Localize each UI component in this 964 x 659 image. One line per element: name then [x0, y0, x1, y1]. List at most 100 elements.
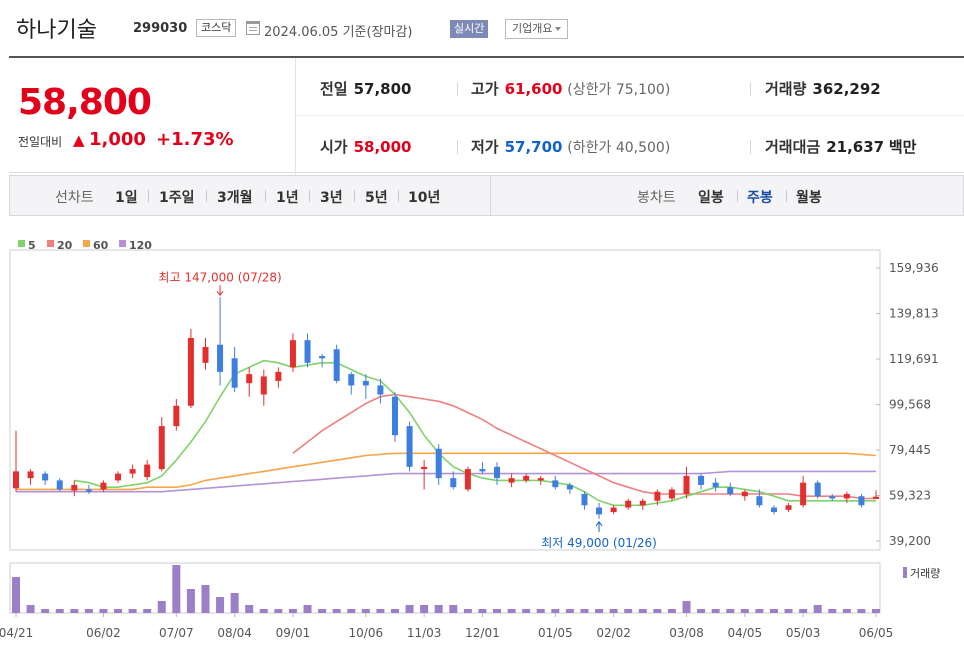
candle-body [13, 471, 19, 489]
candle-body [873, 496, 879, 499]
legend-swatch [119, 240, 126, 247]
period-1d[interactable]: 1일 [115, 190, 138, 206]
volume-bar [551, 609, 560, 613]
volume-bar [740, 609, 749, 613]
candle-body [464, 469, 471, 490]
volume-bar [26, 605, 35, 613]
candle-body [756, 496, 763, 506]
period-10y[interactable]: 10년 [408, 190, 441, 206]
candle-body [785, 505, 792, 510]
low-annotation: 최저 49,000 (01/26) [541, 536, 657, 550]
candle-daily[interactable]: 일봉 [698, 190, 724, 206]
candle-body [800, 482, 807, 506]
volume-bar [41, 609, 50, 613]
volume-bar [201, 585, 210, 613]
candle-body [362, 380, 369, 386]
volume-bar [12, 577, 20, 613]
candle-body [523, 475, 530, 481]
x-tick-label: 04/05 [728, 626, 763, 640]
x-tick-label: 11/03 [407, 626, 442, 640]
volume-bar [274, 609, 283, 613]
change-label: 전일대비 [18, 135, 63, 149]
volume-bar [390, 609, 399, 613]
change-value: 1,000 [89, 129, 146, 150]
volume-bar [799, 609, 808, 613]
volume-bar [813, 605, 822, 613]
volume-bar [872, 609, 880, 613]
volume-legend-swatch [903, 567, 907, 578]
volume-bar [376, 609, 385, 613]
divider [206, 190, 207, 202]
volume-bar [55, 609, 64, 613]
candle-body [610, 507, 617, 513]
candle-body [727, 487, 734, 494]
divider [295, 58, 296, 175]
candle-chart-label: 봉차트 [637, 190, 676, 206]
divider [457, 82, 458, 96]
x-tick-label: 05/03 [786, 626, 821, 640]
divider [354, 190, 355, 202]
candle-body [144, 464, 151, 478]
stock-name: 하나기술 [16, 18, 97, 43]
volume-legend-label: 거래량 [910, 567, 940, 580]
stock-code: 299030 [133, 21, 188, 36]
volume-bar [114, 609, 123, 613]
candle-body [85, 489, 92, 492]
divider [750, 82, 751, 96]
candle-body [566, 484, 573, 490]
period-5y[interactable]: 5년 [365, 190, 388, 206]
y-tick-label: 139,813 [889, 307, 939, 321]
candle-body [391, 396, 398, 436]
divider [398, 190, 399, 202]
candle-body [537, 478, 544, 481]
market-badge: 코스닥 [196, 19, 237, 37]
candle-body [843, 493, 850, 499]
amount-unit: 백만 [888, 138, 917, 156]
candle-body [741, 491, 748, 497]
volume-bar [609, 609, 618, 613]
candle-body [654, 491, 661, 501]
candle-body [712, 482, 719, 488]
candle-body [202, 346, 209, 363]
candle-body [814, 482, 821, 497]
realtime-button[interactable]: 실시간 [450, 20, 489, 38]
day-low: 저가 57,700 (하한가 40,500) [471, 136, 670, 157]
trade-amount: 거래대금 21,637 백만 [765, 136, 916, 157]
volume-bar [318, 609, 327, 613]
volume-bar [755, 609, 764, 613]
x-tick-label: 12/01 [465, 626, 500, 640]
low-value: 57,700 [504, 138, 563, 156]
line-chart-label: 선차트 [55, 190, 94, 206]
candle-weekly[interactable]: 주봉 [747, 190, 773, 206]
divider [296, 115, 964, 116]
volume-bar [697, 609, 706, 613]
candle-body [683, 475, 690, 494]
volume-bar [157, 601, 166, 613]
volume-bar [303, 605, 312, 613]
legend-swatch [47, 240, 54, 247]
volume-bar [216, 597, 225, 613]
period-1w[interactable]: 1주일 [159, 190, 195, 206]
x-tick-label: 06/05 [859, 626, 894, 640]
period-3y[interactable]: 3년 [320, 190, 343, 206]
candle-body [858, 496, 865, 506]
chevron-down-icon [555, 27, 562, 31]
x-tick-label: 10/06 [349, 626, 384, 640]
candle-monthly[interactable]: 월봉 [796, 190, 822, 206]
x-tick-label: 02/02 [596, 626, 631, 640]
company-overview-dropdown[interactable]: 기업개요 [505, 19, 569, 39]
volume-bar [784, 609, 793, 613]
high-label: 고가 [471, 80, 499, 98]
plot-frame [9, 249, 881, 551]
volume-label: 거래량 [765, 80, 807, 98]
period-1y[interactable]: 1년 [276, 190, 299, 206]
period-3m[interactable]: 3개월 [217, 190, 253, 206]
prev-close-value: 57,800 [353, 80, 412, 98]
y-tick-label: 99,568 [889, 398, 931, 412]
x-tick-label: 03/08 [669, 626, 704, 640]
volume-bar [624, 609, 633, 613]
candle-body [71, 484, 78, 491]
volume-bar [230, 593, 239, 613]
x-tick-label: 07/07 [159, 626, 194, 640]
candle-body [260, 376, 267, 395]
